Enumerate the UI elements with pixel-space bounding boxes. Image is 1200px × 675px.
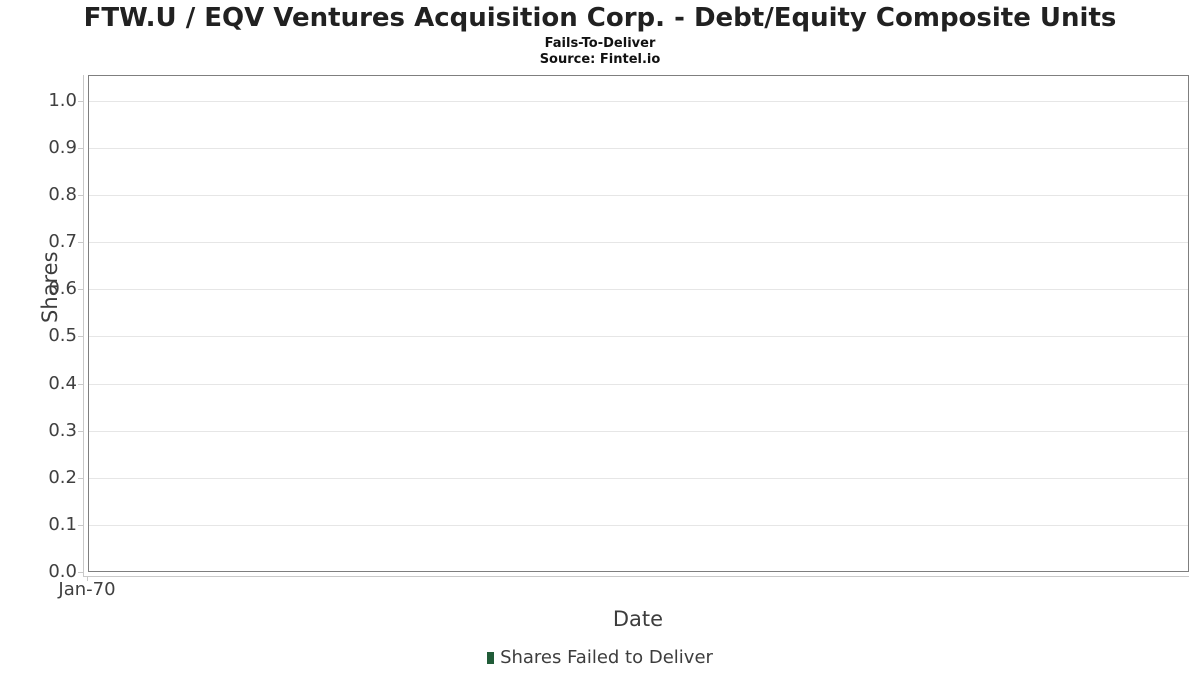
y-tick-label-1.0: 1.0: [48, 90, 77, 111]
chart-source: Source: Fintel.io: [539, 52, 661, 67]
y-tick-label-0.0: 0.0: [48, 561, 77, 582]
chart-title: FTW.U / EQV Ventures Acquisition Corp. -…: [83, 3, 1117, 33]
y-tick-0.0: [78, 572, 83, 573]
x-tick-label-Jan-70: Jan-70: [58, 579, 116, 600]
y-tick-label-0.2: 0.2: [48, 467, 77, 488]
y-tick-0.8: [78, 195, 83, 196]
gridline-y-0.3: [89, 431, 1188, 432]
gridline-y-0.6: [89, 289, 1188, 290]
y-tick-label-0.7: 0.7: [48, 231, 77, 252]
gridline-y-0.2: [89, 478, 1188, 479]
y-tick-label-0.5: 0.5: [48, 325, 77, 346]
y-tick-0.4: [78, 384, 83, 385]
legend: Shares Failed to Deliver: [0, 647, 1200, 669]
gridline-y-0.9: [89, 148, 1188, 149]
gridline-y-0.8: [89, 195, 1188, 196]
gridline-y-0.7: [89, 242, 1188, 243]
y-tick-label-0.9: 0.9: [48, 137, 77, 158]
gridline-y-1.0: [89, 101, 1188, 102]
gridline-y-0.5: [89, 336, 1188, 337]
y-axis-line: [83, 75, 84, 577]
y-tick-0.6: [78, 289, 83, 290]
y-tick-label-0.8: 0.8: [48, 184, 77, 205]
y-tick-label-0.1: 0.1: [48, 514, 77, 535]
y-tick-1.0: [78, 101, 83, 102]
plot-area: [88, 75, 1189, 572]
chart-subtitle: Fails-To-Deliver: [544, 36, 656, 51]
x-tick-Jan-70: [87, 576, 88, 581]
y-tick-label-0.3: 0.3: [48, 420, 77, 441]
y-tick-0.2: [78, 478, 83, 479]
y-tick-label-0.4: 0.4: [48, 373, 77, 394]
y-axis-title: Shares: [37, 251, 62, 323]
y-tick-0.9: [78, 148, 83, 149]
y-tick-label-0.6: 0.6: [48, 278, 77, 299]
y-tick-0.3: [78, 431, 83, 432]
legend-label-shares-failed-to-deliver: Shares Failed to Deliver: [500, 647, 713, 668]
y-tick-0.5: [78, 336, 83, 337]
x-axis-title: Date: [612, 607, 664, 631]
y-tick-0.1: [78, 525, 83, 526]
x-axis-line: [83, 576, 1189, 577]
gridline-y-0.1: [89, 525, 1188, 526]
gridline-y-0.4: [89, 384, 1188, 385]
y-tick-0.7: [78, 242, 83, 243]
green-square-icon: [487, 652, 495, 664]
